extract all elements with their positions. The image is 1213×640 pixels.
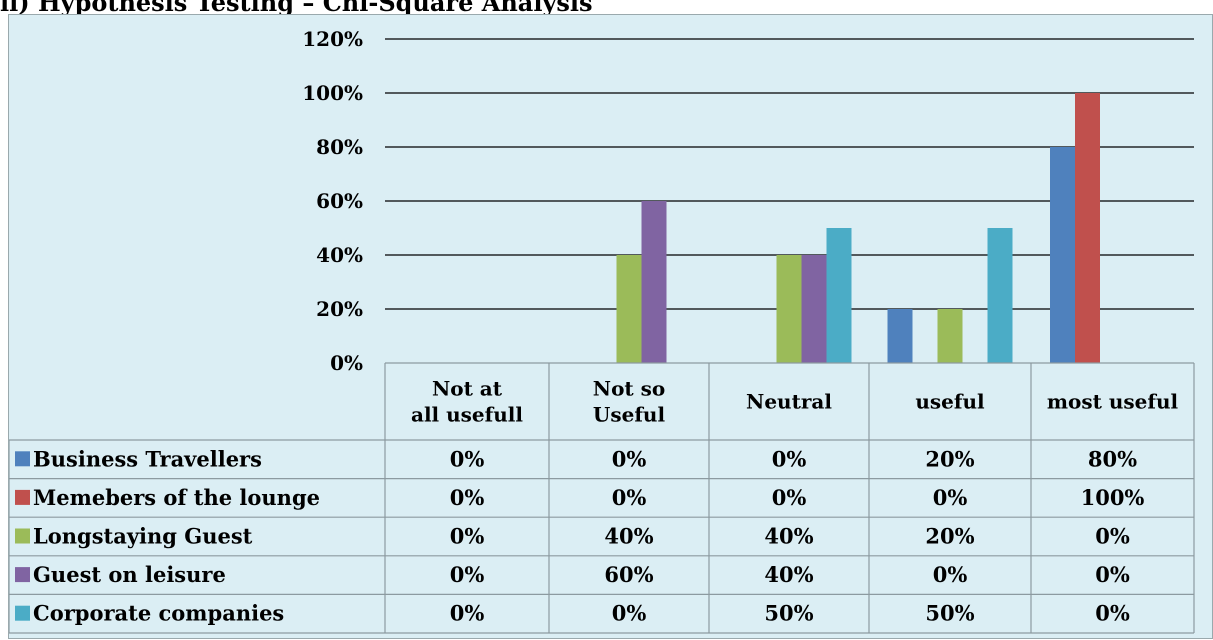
data-table-cell: 0% <box>450 446 485 471</box>
bar <box>801 255 827 363</box>
category-label: most useful <box>1047 390 1179 414</box>
data-table-cell: 0% <box>772 446 807 471</box>
data-table-cell: 0% <box>612 446 647 471</box>
category-label: Neutral <box>746 390 832 414</box>
y-tick-label: 120% <box>302 27 363 51</box>
y-tick-label: 0% <box>330 351 363 375</box>
data-table-cell: 100% <box>1081 485 1145 510</box>
data-table-cell: 0% <box>450 485 485 510</box>
category-label: Not at all usefull <box>411 377 523 427</box>
data-table-cell: 0% <box>450 562 485 587</box>
data-table-cell: 20% <box>925 524 974 549</box>
data-table-cell: 50% <box>764 601 813 626</box>
y-tick-label: 20% <box>316 297 363 321</box>
legend-label: Memebers of the lounge <box>33 485 320 510</box>
data-table-cell: 0% <box>612 601 647 626</box>
chart-caption: ii) Hypothesis Testing – Chi-Square Anal… <box>0 0 593 17</box>
legend-swatch <box>15 605 30 621</box>
bar <box>616 255 642 363</box>
bar <box>641 201 667 363</box>
data-table-cell: 0% <box>933 562 968 587</box>
data-table-cell: 40% <box>764 562 813 587</box>
bar <box>826 228 852 363</box>
data-table-cell: 80% <box>1088 446 1137 471</box>
data-table-cell: 0% <box>1095 601 1130 626</box>
bar <box>987 228 1013 363</box>
legend-label: Business Travellers <box>33 446 262 471</box>
data-table-cell: 0% <box>1095 524 1130 549</box>
legend-swatch <box>15 567 30 583</box>
bar <box>887 309 913 363</box>
legend-swatch <box>15 489 30 505</box>
y-tick-label: 60% <box>316 189 363 213</box>
legend-swatch <box>15 451 30 467</box>
chart-area: 0% 20% 40% 60% 80% 100% 120% Not at all usefull… <box>8 14 1213 639</box>
category-label: Not so Useful <box>593 377 666 427</box>
data-table-cell: 0% <box>450 524 485 549</box>
data-table-cell: 0% <box>772 485 807 510</box>
data-table-cell: 0% <box>1095 562 1130 587</box>
data-table-cell: 40% <box>764 524 813 549</box>
data-table-cell: 0% <box>612 485 647 510</box>
bar <box>1075 93 1100 363</box>
bar <box>1050 147 1075 363</box>
legend-label: Corporate companies <box>33 601 284 626</box>
bar <box>776 255 802 363</box>
data-table-cell: 50% <box>925 601 974 626</box>
y-tick-label: 80% <box>316 135 363 159</box>
bar <box>937 309 963 363</box>
data-table-cell: 0% <box>933 485 968 510</box>
data-table-cell: 60% <box>604 562 653 587</box>
legend-label: Guest on leisure <box>33 562 226 587</box>
data-table-cell: 0% <box>450 601 485 626</box>
data-table-cell: 40% <box>604 524 653 549</box>
bar-chart-with-data-table: 0% 20% 40% 60% 80% 100% 120% Not at all usefull… <box>9 27 1195 634</box>
data-table-cell: 20% <box>925 446 974 471</box>
y-tick-label: 100% <box>302 81 363 105</box>
legend-swatch <box>15 528 30 544</box>
y-tick-label: 40% <box>316 243 363 267</box>
category-label: useful <box>915 390 985 414</box>
legend-label: Longstaying Guest <box>33 524 253 549</box>
